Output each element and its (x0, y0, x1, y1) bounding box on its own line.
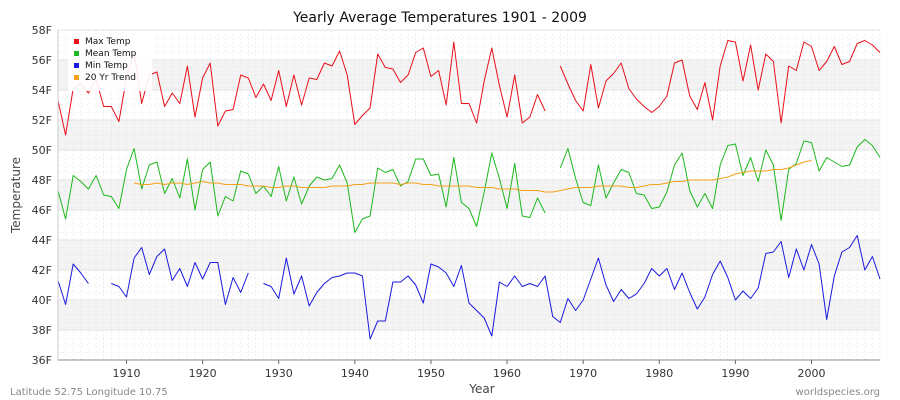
y-tick-label: 42F (32, 264, 52, 277)
x-tick-label: 1980 (645, 367, 673, 380)
legend-label: Mean Temp (85, 49, 137, 59)
y-axis-label: Temperature (9, 157, 23, 234)
footer-source: worldspecies.org (796, 387, 880, 398)
x-tick-label: 1990 (721, 367, 749, 380)
series-group (57, 40, 881, 340)
y-tick-label: 58F (32, 24, 52, 37)
x-tick-label: 1920 (189, 367, 217, 380)
y-tick-label: 56F (32, 54, 52, 67)
x-tick-label: 1930 (265, 367, 293, 380)
footer-coordinates: Latitude 52.75 Longitude 10.75 (10, 387, 168, 398)
legend-box (68, 35, 152, 91)
y-tick-label: 46F (32, 204, 52, 217)
legend-swatch (74, 51, 79, 56)
x-tick-label: 1960 (493, 367, 521, 380)
series-line-mean-temp (57, 139, 881, 233)
x-tick-label: 1970 (569, 367, 597, 380)
y-tick-label: 36F (32, 354, 52, 367)
y-tick-label: 44F (32, 234, 52, 247)
x-tick-label: 1950 (417, 367, 445, 380)
y-tick-label: 40F (32, 294, 52, 307)
legend-swatch (74, 39, 79, 44)
legend-label: 20 Yr Trend (85, 73, 136, 83)
legend: Max Temp Mean Temp Min Temp 20 Yr Trend (68, 35, 152, 91)
x-axis-label: Year (468, 382, 494, 396)
legend-swatch (74, 63, 79, 68)
legend-label: Max Temp (85, 37, 131, 47)
x-tick-label: 2000 (798, 367, 826, 380)
y-tick-label: 48F (32, 174, 52, 187)
y-tick-label: 50F (32, 144, 52, 157)
axes: 36F 38F 40F 42F 44F 46F 48F 50F 52F 54F 56F 58F 1910… (32, 24, 880, 380)
y-tick-label: 54F (32, 84, 52, 97)
y-tick-label: 52F (32, 114, 52, 127)
x-tick-label: 1910 (113, 367, 141, 380)
chart-title: Yearly Average Temperatures 1901 - 2009 (292, 10, 587, 26)
x-tick-label: 1940 (341, 367, 369, 380)
series-line-min-temp (57, 235, 881, 340)
legend-swatch (74, 75, 79, 80)
y-tick-label: 38F (32, 324, 52, 337)
legend-label: Min Temp (85, 61, 128, 71)
series-line-20-yr-trend (134, 160, 812, 193)
